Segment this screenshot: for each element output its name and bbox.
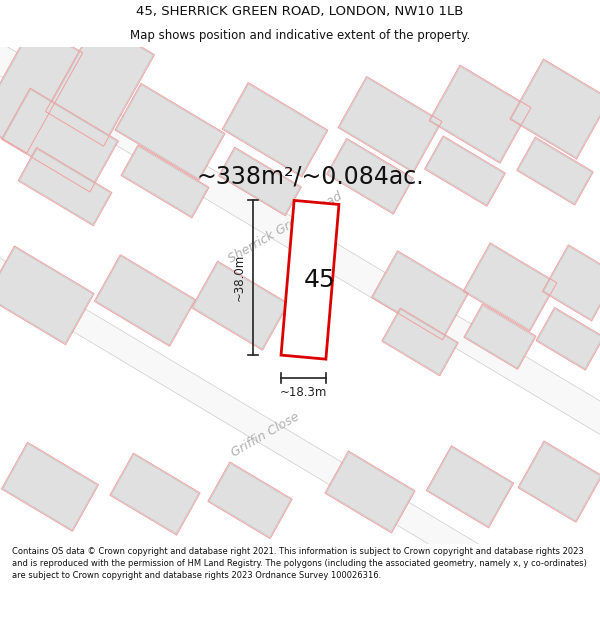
Polygon shape [0, 235, 600, 625]
Polygon shape [220, 149, 300, 214]
Polygon shape [518, 139, 592, 204]
Polygon shape [373, 253, 467, 338]
Polygon shape [520, 442, 600, 521]
Polygon shape [465, 306, 535, 368]
Text: Contains OS data © Crown copyright and database right 2021. This information is : Contains OS data © Crown copyright and d… [12, 548, 587, 580]
Polygon shape [95, 256, 194, 345]
Polygon shape [328, 140, 412, 212]
Polygon shape [430, 67, 530, 162]
Polygon shape [426, 138, 504, 205]
Polygon shape [3, 444, 97, 530]
Text: Map shows position and indicative extent of the property.: Map shows position and indicative extent… [130, 29, 470, 42]
Polygon shape [19, 149, 110, 224]
Polygon shape [193, 262, 287, 349]
Text: ~18.3m: ~18.3m [280, 386, 327, 399]
Text: ~338m²/~0.084ac.: ~338m²/~0.084ac. [196, 164, 424, 188]
Text: ~38.0m: ~38.0m [233, 254, 245, 301]
Polygon shape [340, 78, 440, 171]
Polygon shape [464, 244, 556, 330]
Polygon shape [383, 309, 457, 374]
Polygon shape [0, 32, 600, 445]
Polygon shape [122, 146, 208, 216]
Text: 45: 45 [304, 268, 336, 292]
Polygon shape [3, 89, 117, 191]
Text: 45, SHERRICK GREEN ROAD, LONDON, NW10 1LB: 45, SHERRICK GREEN ROAD, LONDON, NW10 1L… [136, 5, 464, 18]
Text: Sherrick Green Road: Sherrick Green Road [226, 190, 344, 266]
Polygon shape [0, 25, 82, 152]
Polygon shape [209, 463, 291, 538]
Polygon shape [111, 454, 199, 534]
Polygon shape [0, 248, 93, 343]
Polygon shape [281, 201, 339, 359]
Polygon shape [511, 61, 600, 158]
Polygon shape [326, 452, 414, 532]
Polygon shape [538, 309, 600, 369]
Polygon shape [116, 85, 224, 179]
Polygon shape [428, 447, 512, 526]
Polygon shape [544, 246, 600, 319]
Polygon shape [47, 21, 153, 145]
Polygon shape [224, 84, 326, 176]
Text: Griffin Close: Griffin Close [229, 410, 301, 460]
